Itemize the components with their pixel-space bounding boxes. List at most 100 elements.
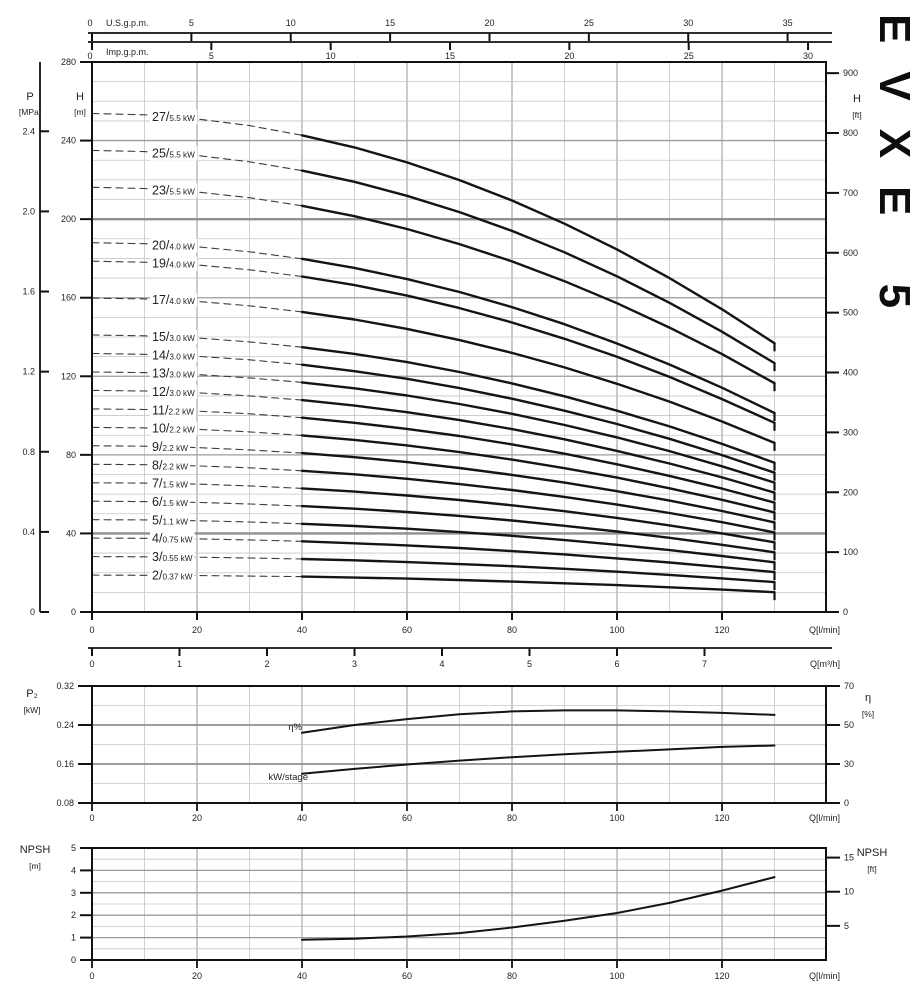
- pressure-tick-label: 1.2: [22, 367, 35, 377]
- imp-gpm-tick-label: 0: [87, 51, 92, 61]
- main-flow-axis-label: Q[l/min]: [809, 625, 840, 635]
- curve-6: [300, 504, 776, 554]
- curve-label-17: 17/4.0 kW: [150, 293, 198, 308]
- head-m-tick-label: 200: [61, 214, 76, 224]
- curve-label-bg: [150, 256, 198, 271]
- us-gpm-tick-label: 20: [484, 18, 494, 28]
- curve-label-text: 23/5.5 kW: [152, 183, 195, 197]
- curve-label-bg: [150, 531, 195, 546]
- curve-label-3: 3/0.55 kW: [150, 550, 195, 564]
- curve-19: [300, 275, 776, 424]
- curve-label-19: 19/4.0 kW: [150, 256, 198, 271]
- npsh-m-tick-label: 0: [71, 955, 76, 965]
- head-ft-tick-label: 500: [843, 308, 858, 318]
- eta-tick-label: 70: [844, 681, 854, 691]
- npsh-curve: [301, 876, 776, 941]
- curve-label-bg: [150, 366, 198, 381]
- npsh-m-tick-label: 3: [71, 888, 76, 898]
- head-ft-tick-label: 400: [843, 368, 858, 378]
- eta-tick-label: 30: [844, 759, 854, 769]
- us-gpm-tick-label: 5: [189, 18, 194, 28]
- power-flow-axis-label: Q[l/min]: [809, 813, 840, 823]
- head-m-tick-label: 80: [66, 450, 76, 460]
- npsh-flow-tick-label: 40: [297, 971, 307, 981]
- curve-dashed-13: [91, 371, 303, 383]
- p2-axis-name: P₂: [26, 688, 38, 700]
- us-gpm-axis-label: U.S.g.p.m.: [106, 18, 149, 28]
- main-flow-tick-label: 80: [507, 625, 517, 635]
- curve-2: [300, 575, 776, 594]
- m3h-tick-label: 0: [89, 659, 94, 669]
- head-ft-tick-label: 700: [843, 188, 858, 198]
- npsh-ft-tick-label: 15: [844, 853, 854, 863]
- curve-label-text: 7/1.5 kW: [152, 477, 188, 491]
- npsh-ft-tick-label: 5: [844, 921, 849, 931]
- curve-label-23: 23/5.5 kW: [150, 183, 198, 198]
- main-flow-tick-label: 40: [297, 625, 307, 635]
- power-flow-tick-label: 80: [507, 813, 517, 823]
- imp-gpm-tick-label: 20: [564, 51, 574, 61]
- curve-label-text: 17/4.0 kW: [152, 293, 195, 307]
- curve-label-12: 12/3.0 kW: [150, 384, 198, 399]
- head-m-tick-label: 240: [61, 136, 76, 146]
- curve-label-text: 6/1.5 kW: [152, 495, 188, 509]
- curve-20: [300, 257, 776, 415]
- page-title: EVXE 5: [870, 14, 915, 336]
- npsh-ft-axis-unit: [ft]: [867, 864, 876, 874]
- curve-13: [300, 381, 776, 484]
- curve-label-bg: [150, 109, 198, 124]
- curve-label-6: 6/1.5 kW: [150, 495, 191, 509]
- power-efficiency-chart-area: 0.32 0.24 0.16 0.08 70 50 30 0 0 20 40 60 80 100 120: [56, 681, 854, 823]
- p2-tick-label: 0.08: [56, 798, 74, 808]
- curve-solid-lines: [300, 134, 776, 601]
- npsh-flow-tick-label: 0: [89, 971, 94, 981]
- eta-tick-label: 0: [844, 798, 849, 808]
- curve-label-text: 20/4.0 kW: [152, 238, 195, 252]
- main-grid: [92, 62, 826, 612]
- npsh-plot-border: [91, 847, 827, 961]
- curve-label-text: 14/3.0 kW: [152, 348, 195, 362]
- curve-label-bg: [150, 348, 198, 363]
- curve-dashed-11: [91, 408, 303, 419]
- m3h-tick-label: 4: [439, 659, 444, 669]
- curve-label-text: 13/3.0 kW: [152, 367, 195, 381]
- curve-label-bg: [150, 146, 198, 161]
- us-gpm-tick-label: 25: [584, 18, 594, 28]
- npsh-ft-tick-label: 10: [844, 887, 854, 897]
- curve-label-bg: [150, 495, 191, 509]
- npsh-flow-tick-label: 100: [609, 971, 624, 981]
- pressure-axis-unit: [MPa]: [19, 107, 41, 117]
- curve-label-bg: [150, 238, 198, 253]
- curve-dashed-15: [91, 334, 303, 348]
- head-ft-tick-label: 200: [843, 487, 858, 497]
- curve-dashed-6: [91, 500, 303, 507]
- main-flow-tick-label: 60: [402, 625, 412, 635]
- pressure-tick-label: 2.0: [22, 206, 35, 216]
- npsh-m-tick-label: 5: [71, 843, 76, 853]
- m3h-tick-label: 1: [177, 659, 182, 669]
- head-m-axis-name: H: [76, 91, 84, 103]
- curve-label-bg: [150, 329, 198, 344]
- curve-label-2: 2/0.37 kW: [150, 568, 195, 583]
- eta-tick-label: 50: [844, 720, 854, 730]
- curve-dashed-9: [91, 445, 303, 454]
- power-plot-border: [91, 685, 827, 804]
- npsh-m-axis-unit: [m]: [29, 861, 41, 871]
- head-ft-axis-name: H: [853, 93, 861, 105]
- curve-label-10: 10/2.2 kW: [150, 421, 198, 436]
- curve-dashed-2: [91, 574, 303, 578]
- curve-label-text: 27/5.5 kW: [152, 110, 195, 124]
- curve-label-8: 8/2.2 kW: [150, 458, 191, 473]
- p2-tick-label: 0.32: [56, 681, 74, 691]
- curve-12: [300, 398, 776, 494]
- curve-10: [300, 434, 776, 514]
- main-plot-border: [91, 61, 827, 613]
- head-m-tick-label: 160: [61, 293, 76, 303]
- m3h-tick-label: 5: [527, 659, 532, 669]
- curve-label-14: 14/3.0 kW: [150, 348, 198, 363]
- imp-gpm-axis-label: Imp.g.p.m.: [106, 47, 149, 57]
- imp-gpm-tick-label: 5: [209, 51, 214, 61]
- head-ft-tick-label: 300: [843, 427, 858, 437]
- efficiency-curve: [301, 709, 776, 734]
- curve-11: [300, 416, 776, 504]
